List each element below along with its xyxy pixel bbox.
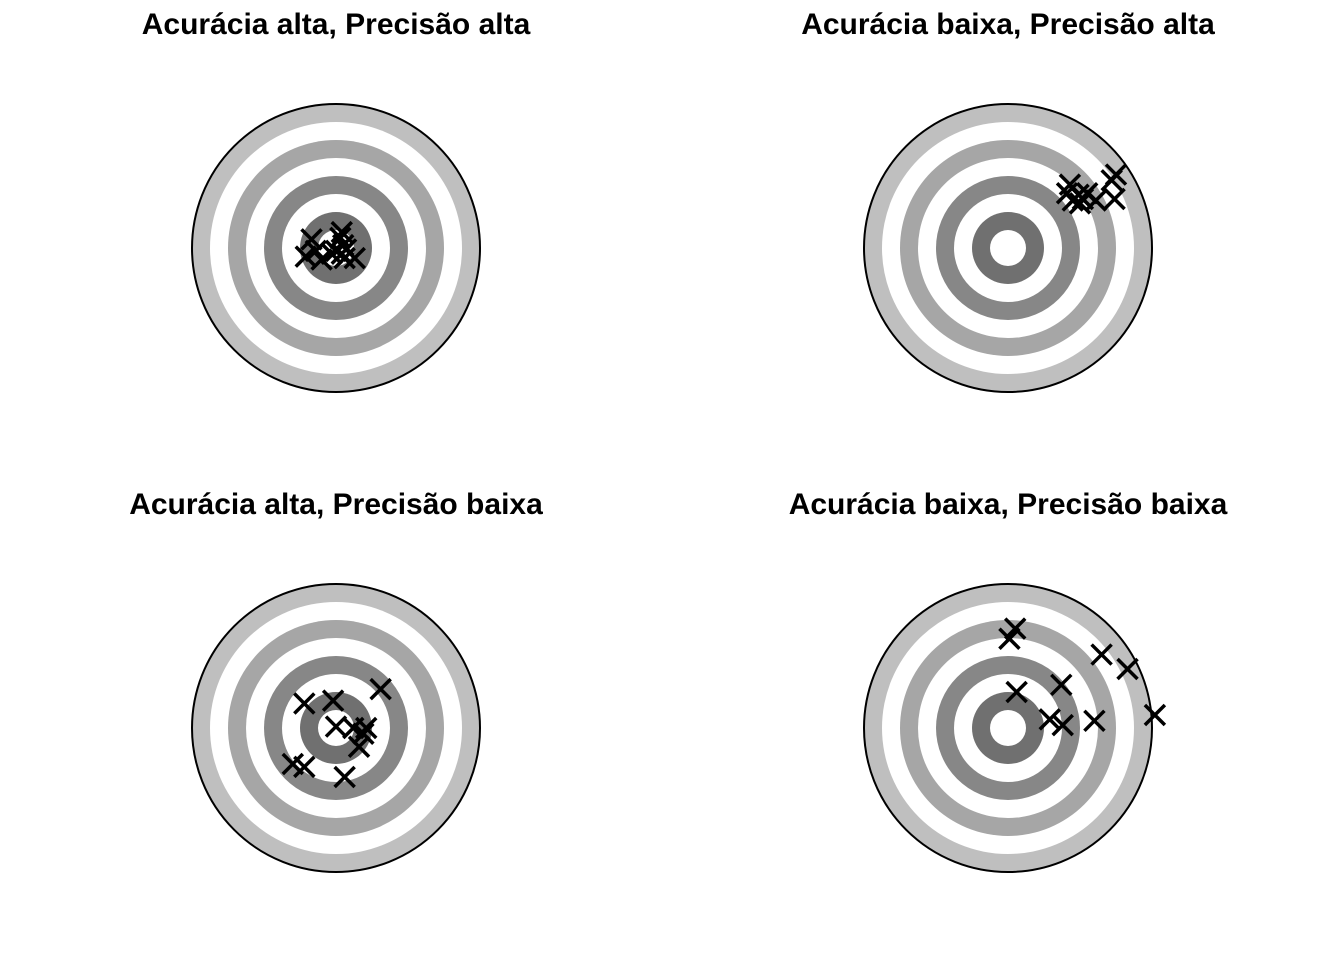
panel-low-accuracy-high-precision: Acurácia baixa, Precisão alta [672,0,1344,480]
panel-high-accuracy-low-precision: Acurácia alta, Precisão baixa [0,480,672,960]
shot-marker [1143,703,1167,727]
panel-title: Acurácia baixa, Precisão alta [801,8,1215,41]
shot-marker [352,722,375,745]
target-board [191,103,481,393]
shot-marker [1116,657,1139,681]
shot-marker [1103,187,1126,211]
shot-marker [324,715,348,738]
shot-marker [1090,643,1113,666]
shot-marker [1104,163,1128,186]
shot-marker [998,627,1021,650]
target-board [863,103,1153,393]
shot-marker [343,246,366,270]
shot-marker [333,765,356,789]
shot-marker [1038,708,1061,731]
panel-title: Acurácia alta, Precisão alta [141,8,531,41]
target-board [863,583,1167,873]
shot-marker [300,228,323,251]
shot-marker [1051,713,1074,737]
bullseye-center [990,230,1026,266]
panel-title: Acurácia baixa, Precisão baixa [788,488,1228,521]
shot-marker [293,692,316,715]
panel-title: Acurácia alta, Precisão baixa [129,488,543,521]
shot-marker [355,716,378,740]
target-outline [191,103,481,393]
target-outline [863,583,1153,873]
shot-marker [1068,192,1092,215]
target-outline [863,103,1153,393]
shot-marker [324,239,348,263]
shot-marker [293,755,316,779]
shot-marker [1050,673,1073,697]
shot-marker [1005,680,1028,704]
panel-high-accuracy-high-precision: Acurácia alta, Precisão alta [0,0,672,480]
target-board [191,583,481,873]
shot-marker [1083,709,1106,733]
panel-low-accuracy-low-precision: Acurácia baixa, Precisão baixa [672,480,1344,960]
shot-marker [321,689,345,712]
target-outline [191,583,481,873]
shot-marker [1003,617,1027,640]
shot-marker [369,677,392,701]
bullseye-center [990,710,1026,746]
shot-marker [347,735,371,758]
shot-marker [310,248,333,271]
